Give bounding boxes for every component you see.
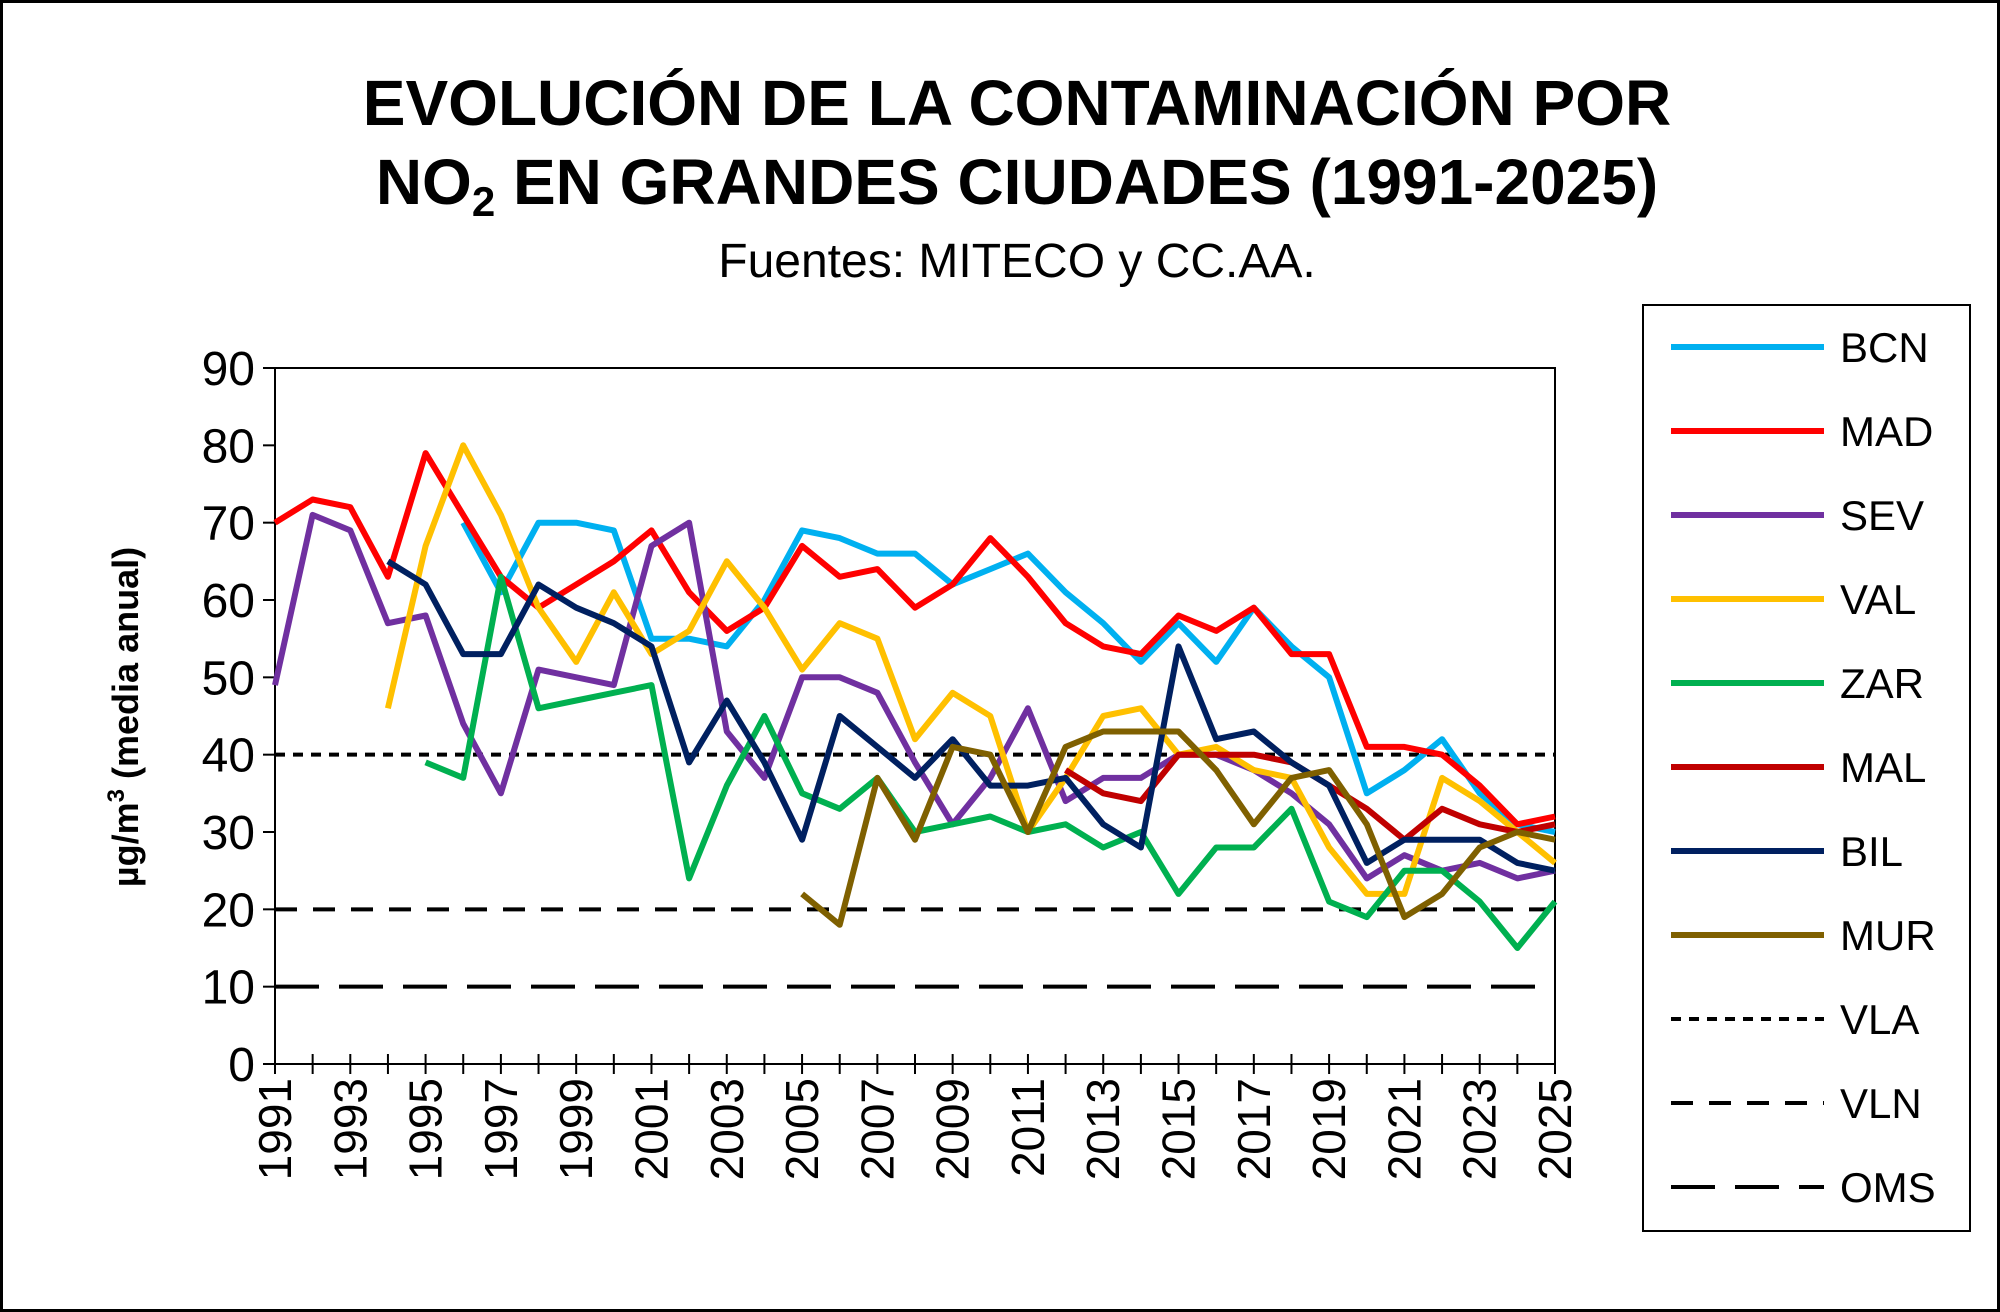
legend-label-val: VAL bbox=[1840, 576, 1916, 623]
x-tick-label: 2007 bbox=[851, 1078, 903, 1180]
x-tick-label: 2015 bbox=[1153, 1078, 1205, 1180]
y-tick-label: 30 bbox=[202, 807, 255, 860]
x-tick-label: 2011 bbox=[1002, 1078, 1054, 1177]
title-subscript: 2 bbox=[472, 178, 495, 225]
legend-label-sev: SEV bbox=[1840, 492, 1924, 539]
series-line-bil bbox=[386, 558, 1556, 874]
x-tick-label: 1995 bbox=[400, 1078, 452, 1180]
y-tick-label: 20 bbox=[202, 884, 255, 937]
x-tick-label: 1997 bbox=[475, 1078, 527, 1180]
legend-label-bcn: BCN bbox=[1840, 324, 1929, 371]
legend: BCN MAD SEV VAL ZAR MAL BIL MUR VLA VLN OMS bbox=[1642, 304, 1971, 1232]
x-tick-label: 1993 bbox=[324, 1078, 376, 1180]
x-tick-label: 2019 bbox=[1303, 1078, 1355, 1180]
ylabel-unit: µg/m bbox=[105, 802, 146, 887]
x-tick-label: 2017 bbox=[1228, 1078, 1280, 1180]
legend-label-mur: MUR bbox=[1840, 912, 1936, 959]
x-tick-label: 1999 bbox=[550, 1078, 602, 1180]
title-rest: EN GRANDES CIUDADES (1991-2025) bbox=[495, 146, 1658, 218]
chart-subtitle: Fuentes: MITECO y CC.AA. bbox=[718, 235, 1315, 288]
x-tick-label: 1991 bbox=[249, 1078, 301, 1180]
title-no: NO bbox=[376, 146, 472, 218]
x-tick-label: 2025 bbox=[1529, 1078, 1581, 1180]
y-axis-label: µg/m3 (media anual) bbox=[103, 547, 146, 887]
y-tick-label: 70 bbox=[202, 498, 255, 551]
y-tick-label: 0 bbox=[228, 1039, 255, 1092]
y-tick-label: 60 bbox=[202, 575, 255, 628]
ylabel-sup: 3 bbox=[103, 789, 130, 802]
ylabel-rest: (media anual) bbox=[105, 547, 146, 789]
chart-title-line2: NO2 EN GRANDES CIUDADES (1991-2025) bbox=[376, 146, 1658, 225]
x-tick-label: 2023 bbox=[1454, 1078, 1506, 1180]
legend-label-mad: MAD bbox=[1840, 408, 1933, 455]
plot-frame bbox=[274, 367, 1556, 1065]
y-tick-label: 50 bbox=[202, 652, 255, 705]
y-tick-label: 40 bbox=[202, 730, 255, 783]
legend-label-mal: MAL bbox=[1840, 744, 1926, 791]
legend-label-vln: VLN bbox=[1840, 1080, 1922, 1127]
series-line-zar bbox=[424, 573, 1558, 951]
plot-area: 0 10 20 30 40 50 60 70 80 90 1991 1993 1995 1997 1999 2… bbox=[202, 343, 1581, 1180]
legend-label-vla: VLA bbox=[1840, 996, 1919, 1043]
chart-title-line1: EVOLUCIÓN DE LA CONTAMINACIÓN POR bbox=[363, 67, 1671, 139]
series-line-val bbox=[384, 442, 1557, 897]
y-tick-label: 80 bbox=[202, 420, 255, 473]
x-tick-label: 2005 bbox=[776, 1078, 828, 1180]
series-line-mur bbox=[800, 728, 1556, 928]
x-tick-label: 2021 bbox=[1378, 1078, 1430, 1180]
x-tick-label: 2003 bbox=[701, 1078, 753, 1180]
x-tick-label: 2013 bbox=[1077, 1078, 1129, 1180]
line-chart: EVOLUCIÓN DE LA CONTAMINACIÓN POR NO2 EN… bbox=[103, 67, 1971, 1232]
series-line-sev bbox=[272, 511, 1556, 882]
x-tick-label: 2009 bbox=[927, 1078, 979, 1180]
series-line-mad bbox=[273, 450, 1556, 828]
legend-label-bil: BIL bbox=[1840, 828, 1903, 875]
legend-label-zar: ZAR bbox=[1840, 660, 1924, 707]
x-tick-label: 2001 bbox=[625, 1078, 677, 1180]
y-tick-label: 10 bbox=[202, 962, 255, 1015]
legend-label-oms: OMS bbox=[1840, 1164, 1936, 1211]
y-tick-label: 90 bbox=[202, 343, 255, 396]
